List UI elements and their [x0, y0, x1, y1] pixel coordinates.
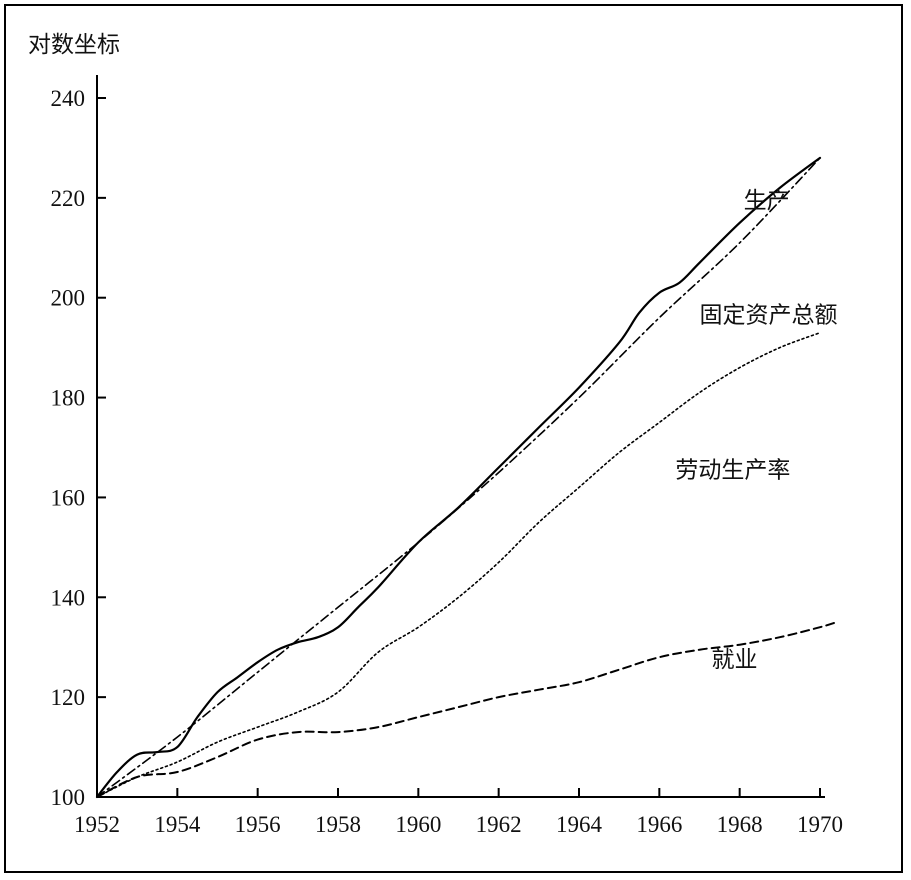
series-line-1: [96, 157, 821, 798]
y-tick-label: 120: [51, 685, 86, 710]
series-line-3: [96, 621, 838, 798]
series-line-0: [95, 156, 822, 799]
series-annotation: 生产: [744, 188, 790, 214]
axes: [96, 75, 825, 798]
x-tick-label: 1956: [235, 812, 281, 837]
x-tick-label: 1952: [74, 812, 120, 837]
x-tick-label: 1968: [717, 812, 763, 837]
x-tick-label: 1958: [315, 812, 361, 837]
series-annotation: 劳动生产率: [675, 457, 790, 483]
y-tick-label: 220: [51, 186, 86, 211]
y-ticks: 100 120 140 160 180 200 220 240: [51, 86, 106, 810]
x-tick-label: 1954: [154, 812, 201, 837]
x-tick-label: 1964: [556, 812, 603, 837]
y-axis-label: 对数坐标: [28, 32, 120, 58]
x-tick-label: 1966: [636, 812, 682, 837]
y-tick-label: 160: [51, 485, 86, 510]
y-tick-label: 180: [51, 386, 86, 411]
series-annotation: 就业: [712, 647, 758, 673]
series-line-2: [96, 331, 821, 798]
x-ticks: 1952 1954 1956 1958 1960 1962 1964 1966 1968 1970: [74, 788, 843, 837]
y-tick-label: 240: [51, 86, 86, 111]
x-tick-label: 1960: [395, 812, 441, 837]
y-tick-label: 100: [51, 785, 86, 810]
y-tick-label: 200: [51, 286, 86, 311]
series-annotation: 固定资产总额: [700, 303, 838, 329]
x-tick-label: 1970: [797, 812, 843, 837]
chart-frame: [4, 4, 903, 873]
y-tick-label: 140: [51, 585, 86, 610]
series-lines: [95, 156, 838, 799]
x-tick-label: 1962: [476, 812, 522, 837]
